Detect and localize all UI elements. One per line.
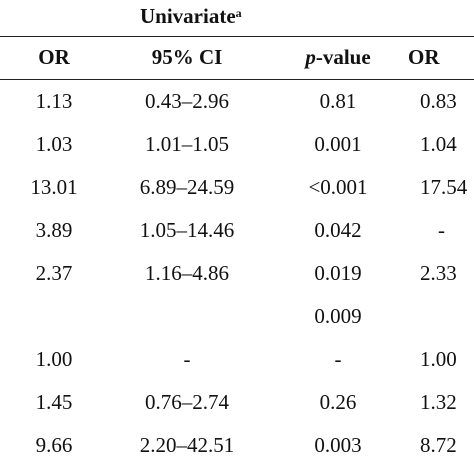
cell-p-value: 0.009: [314, 304, 362, 328]
cell-or: 1.00: [35, 347, 73, 371]
group-title: Univariatea: [140, 4, 242, 29]
cell-or: 1.45: [35, 390, 73, 414]
table-row: 9.66 2.20–42.51 0.003 8.72: [0, 424, 474, 466]
cell-p-value: 0.001: [314, 132, 362, 156]
table-row: 0.009: [0, 295, 474, 337]
cell-or-adjusted: 8.72: [420, 433, 457, 457]
cell-p-value: 0.003: [314, 433, 362, 457]
cell-or: 1.13: [35, 89, 73, 113]
cell-ci: 0.43–2.96: [145, 89, 229, 113]
cell-p-value: 0.042: [314, 218, 362, 242]
cell-or-adjusted: 0.83: [420, 89, 457, 113]
cell-or-adjusted: 1.32: [420, 390, 457, 414]
header-p-value: p-value: [282, 44, 394, 70]
cell-or: 2.37: [35, 261, 73, 285]
cell-or: 1.03: [35, 132, 73, 156]
table-row: 1.03 1.01–1.05 0.001 1.04: [0, 123, 474, 165]
cell-ci: 0.76–2.74: [145, 390, 229, 414]
column-header-row: OR 95% CI p-value OR: [0, 40, 474, 76]
cell-ci: 6.89–24.59: [139, 175, 235, 199]
cell-ci: 1.05–14.46: [139, 218, 235, 242]
cell-p-value: 0.26: [319, 390, 357, 414]
table-row: 1.00 - - 1.00: [0, 338, 474, 380]
group-title-footnote: a: [235, 6, 242, 20]
cell-ci: -: [183, 347, 191, 371]
cell-p-value: 0.81: [319, 89, 357, 113]
table-row: 2.37 1.16–4.86 0.019 2.33: [0, 252, 474, 294]
cell-ci: 1.16–4.86: [145, 261, 229, 285]
cell-ci: 2.20–42.51: [139, 433, 235, 457]
cell-p-value: 0.019: [314, 261, 362, 285]
table-row: 1.45 0.76–2.74 0.26 1.32: [0, 381, 474, 423]
cell-or-adjusted: 2.33: [420, 261, 457, 285]
cell-or-adjusted: 1.00: [420, 347, 457, 371]
cell-or-adjusted: 1.04: [420, 132, 457, 156]
cell-or: 13.01: [30, 175, 78, 199]
cell-or-adjusted: -: [438, 218, 445, 242]
header-or-adjusted: OR: [408, 45, 440, 69]
table-row: 13.01 6.89–24.59 <0.001 17.54: [0, 166, 474, 208]
group-title-text: Univariate: [140, 4, 236, 28]
cell-p-value: -: [334, 347, 342, 371]
cell-p-value: <0.001: [308, 175, 368, 199]
group-header: Univariatea: [0, 2, 400, 36]
cell-ci: 1.01–1.05: [145, 132, 229, 156]
header-p-suffix: -value: [315, 45, 371, 69]
header-95-ci: 95% CI: [151, 45, 223, 69]
cell-or-adjusted: 17.54: [420, 175, 468, 199]
cell-or: 3.89: [35, 218, 73, 242]
header-or: OR: [38, 45, 70, 69]
table-body: 1.13 0.43–2.96 0.81 0.83 1.03 1.01–1.05 …: [0, 80, 474, 474]
header-p-italic: p: [305, 45, 316, 69]
table-row: 3.89 1.05–14.46 0.042 -: [0, 209, 474, 251]
table-row: 1.13 0.43–2.96 0.81 0.83: [0, 80, 474, 122]
header-rule: [0, 79, 474, 80]
cell-or: 9.66: [35, 433, 73, 457]
top-rule: [0, 36, 474, 37]
